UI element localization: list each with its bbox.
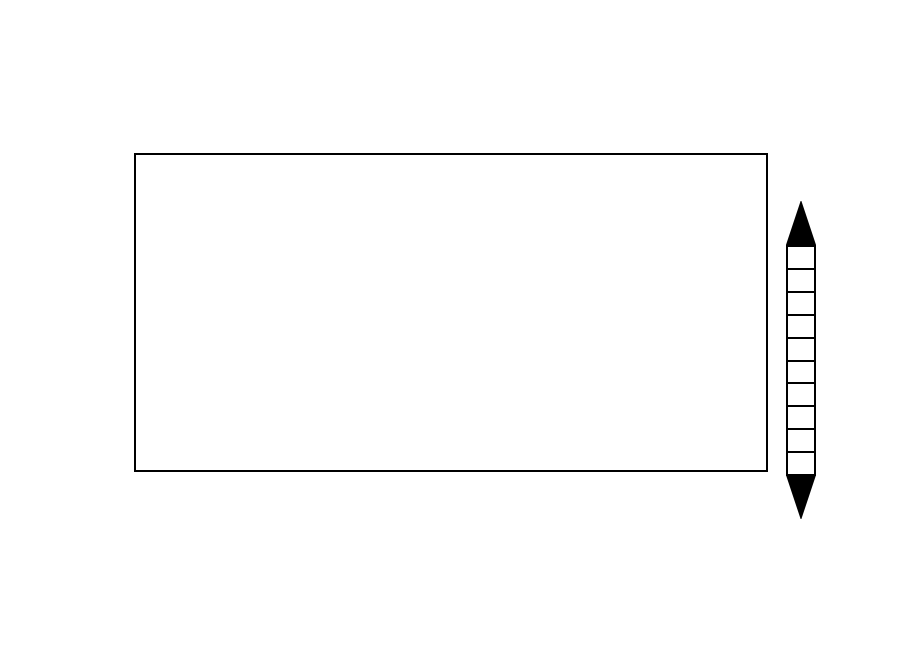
x-tick-label [431, 477, 471, 499]
colorbar-segment [788, 451, 814, 474]
x-tick-label [557, 477, 597, 499]
colorbar-arrow-down-shape [786, 474, 816, 519]
colorbar-tick-label [822, 304, 892, 326]
colorbar-segment [788, 290, 814, 314]
x-tick-label [179, 477, 219, 499]
colorbar-tick-label [822, 395, 892, 417]
colorbar-segment [788, 336, 814, 360]
colorbar-segment [788, 382, 814, 405]
colorbar-segment [788, 267, 814, 291]
colorbar-tick-label [822, 258, 892, 280]
colorbar-segment [788, 359, 814, 383]
colorbar-arrow-down [786, 474, 816, 519]
colorbar-arrow-up [786, 201, 816, 246]
colorbar-segment [788, 313, 814, 337]
colorbar-tick-label [822, 350, 892, 372]
colorbar-segment [788, 405, 814, 428]
colorbar-segment [788, 428, 814, 451]
x-tick-label [494, 477, 534, 499]
x-tick-label [683, 477, 723, 499]
colorbar [786, 245, 816, 476]
x-tick-label [242, 477, 282, 499]
colorbar-tick-label [822, 441, 892, 463]
x-tick-label [620, 477, 660, 499]
x-tick-label [305, 477, 345, 499]
x-tick-label [368, 477, 408, 499]
y-axis-title [76, 208, 102, 418]
colorbar-arrow-up-shape [786, 201, 816, 246]
colorbar-segment [788, 247, 814, 268]
